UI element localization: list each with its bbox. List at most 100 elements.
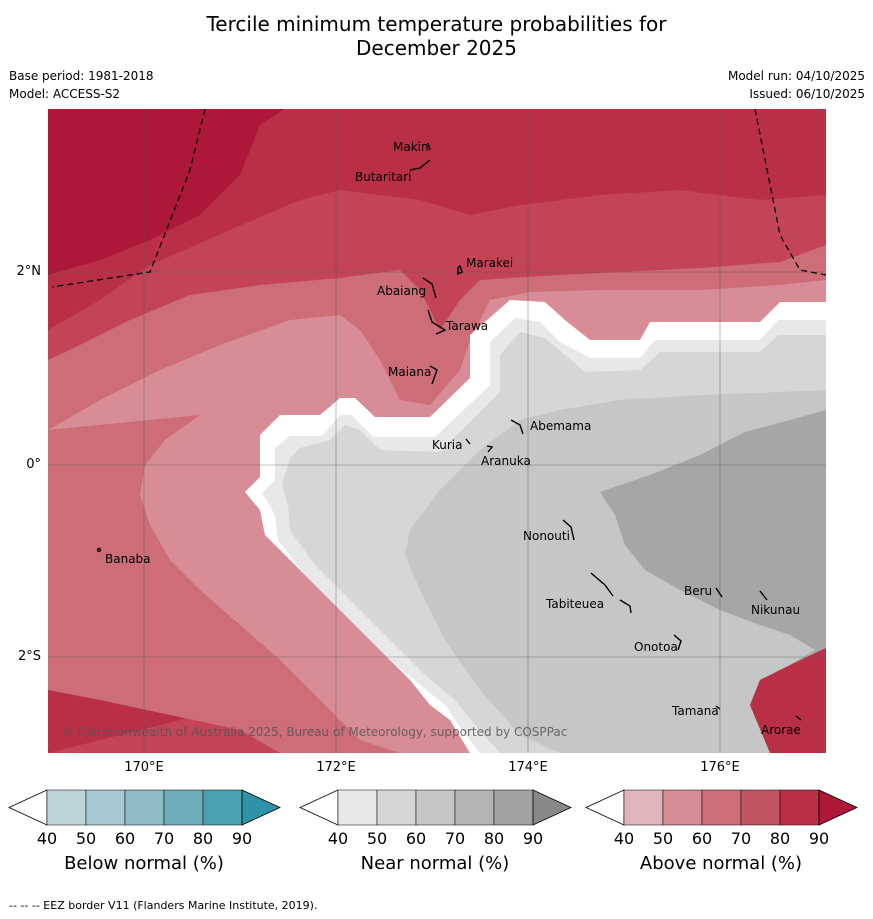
colorbar-title-below: Below normal (%) [64, 853, 224, 874]
lat-label-2s: 2°S [17, 649, 41, 664]
island-shape-kuria [465, 438, 471, 445]
island-shape-tabiteuea-south [619, 599, 632, 614]
above-90-band [48, 109, 285, 275]
eez-footnote: -- -- -- EEZ border V11 (Flanders Marine… [9, 899, 318, 912]
label-onotoa: Onotoa [634, 640, 678, 654]
title-line-2: December 2025 [356, 36, 517, 60]
colorbar-title-near: Near normal (%) [360, 853, 510, 874]
cb-above-tick: 90 [808, 829, 830, 848]
colorbar-above-segment [623, 789, 664, 826]
island-shape-onotoa [673, 634, 682, 651]
above-90-corner [750, 648, 826, 753]
model-run: Model run: 04/10/2025 [727, 69, 865, 83]
island-shape-nikunau [759, 590, 768, 601]
colorbar-below-segment [163, 789, 204, 826]
label-kuria: Kuria [432, 438, 463, 452]
island-shape-aranuka [486, 445, 494, 453]
colorbar-below-segment [124, 789, 165, 826]
island-shape-nonouti [562, 519, 575, 541]
island-shape-beru [715, 587, 723, 598]
lat-label-2n: 2°N [16, 264, 42, 279]
colorbar-below-segment [202, 789, 243, 826]
colorbar-near-high-extend [532, 789, 572, 826]
near-80-band [600, 410, 826, 753]
colorbar-near-segment [337, 789, 378, 826]
cb-near-tick: 60 [405, 829, 427, 848]
cb-above-tick: 50 [652, 829, 674, 848]
eez-border [51, 108, 827, 288]
colorbar-above-low-extend [585, 789, 625, 826]
colorbar-ticks-near: 40 50 60 70 80 90 [328, 829, 543, 849]
lon-label-174: 174°E [508, 760, 548, 775]
cb-above-tick: 80 [769, 829, 791, 848]
colorbar-near-low-extend [299, 789, 339, 826]
lon-label-170: 170°E [124, 760, 164, 775]
label-makin: Makin [393, 140, 429, 154]
cb-above-tick: 70 [730, 829, 752, 848]
cb-below-tick: 50 [75, 829, 97, 848]
island-shape-butaritari [409, 159, 431, 171]
island-shape-tarawa [427, 309, 447, 335]
colorbar-near-segment [376, 789, 417, 826]
label-beru: Beru [684, 584, 712, 598]
cb-below-tick: 60 [114, 829, 136, 848]
base-period: Base period: 1981-2018 [9, 69, 154, 83]
map-title: Tercile minimum temperature probabilitie… [0, 12, 873, 60]
island-shape-abemama [510, 419, 524, 435]
eez-line-east [754, 108, 827, 276]
label-abaiang: Abaiang [377, 284, 426, 298]
island-shape-abaiang [422, 277, 437, 299]
island-shape-tamana [715, 705, 721, 710]
label-tabiteuea: Tabiteuea [545, 597, 604, 611]
colorbar-above-segment [779, 789, 820, 826]
graticule [48, 109, 826, 753]
cb-above-tick: 40 [613, 829, 635, 848]
cb-below-tick: 40 [36, 829, 58, 848]
colorbar-near-segment [415, 789, 456, 826]
lon-label-176: 176°E [700, 760, 740, 775]
meta-left: Base period: 1981-2018 Model: ACCESS-S2 [9, 67, 154, 103]
meta-right: Model run: 04/10/2025 Issued: 06/10/2025 [728, 67, 865, 103]
colorbar-near-segment [493, 789, 534, 826]
island-shape-makin [427, 142, 431, 151]
label-marakei: Marakei [466, 256, 513, 270]
title-line-1: Tercile minimum temperature probabilitie… [206, 12, 667, 36]
colorbar-ticks-above: 40 50 60 70 80 90 [614, 829, 829, 849]
lon-label-172: 172°E [316, 760, 356, 775]
label-banaba: Banaba [105, 552, 151, 566]
label-abemama: Abemama [530, 419, 591, 433]
colorbar-below-low-extend [8, 789, 48, 826]
colorbar-above-segment [662, 789, 703, 826]
cb-near-tick: 80 [483, 829, 505, 848]
probability-fill [48, 109, 826, 753]
colorbar-above-high-extend [818, 789, 858, 826]
cb-below-tick: 70 [153, 829, 175, 848]
colorbar-below-segment [46, 789, 87, 826]
island-labels: Makin Butaritari Marakei Abaiang Tarawa … [105, 140, 801, 737]
cb-near-tick: 50 [366, 829, 388, 848]
colorbar-above-segment [701, 789, 742, 826]
cb-below-tick: 90 [231, 829, 253, 848]
colorbar-title-above: Above normal (%) [639, 853, 803, 874]
label-maiana: Maiana [388, 365, 431, 379]
colorbar-below-segment [85, 789, 126, 826]
label-nikunau: Nikunau [751, 603, 800, 617]
colorbar-ticks-below: 40 50 60 70 80 90 [37, 829, 252, 849]
island-shape-arorae [795, 715, 802, 721]
colorbar-above-segment [740, 789, 781, 826]
island-outlines [96, 142, 802, 721]
model-name: Model: ACCESS-S2 [9, 87, 121, 101]
colorbars [8, 789, 858, 826]
cb-above-tick: 60 [691, 829, 713, 848]
label-arorae: Arorae [761, 723, 801, 737]
copyright-notice: © Commonwealth of Australia 2025, Bureau… [62, 725, 567, 739]
island-shape-maiana [429, 365, 438, 385]
lat-label-0: 0° [26, 457, 41, 472]
cb-below-tick: 80 [192, 829, 214, 848]
label-aranuka: Aranuka [481, 454, 531, 468]
island-shape-tabiteuea [590, 572, 614, 597]
colorbar-below-high-extend [241, 789, 281, 826]
label-nonouti: Nonouti [523, 529, 570, 543]
island-shape-marakei [457, 264, 463, 276]
